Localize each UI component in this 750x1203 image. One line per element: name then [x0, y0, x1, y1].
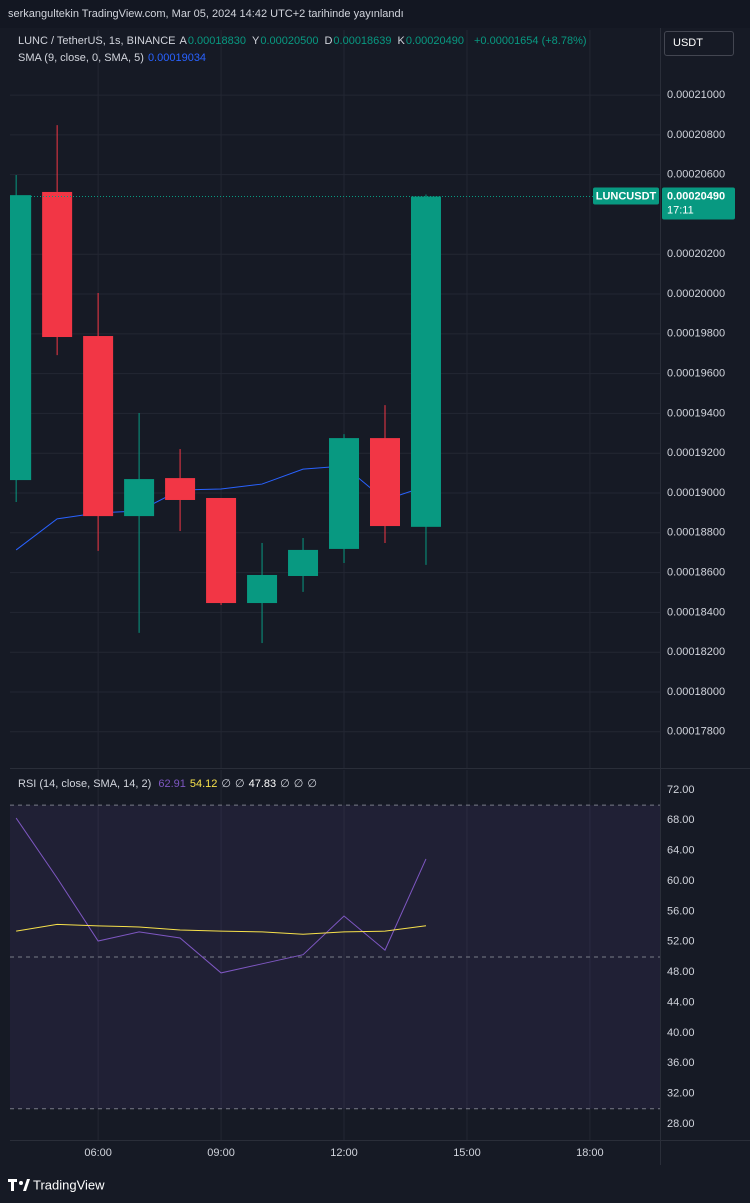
x-tick-label: 06:00: [84, 1147, 112, 1159]
symbol-label: LUNCUSDT: [596, 190, 657, 202]
ohlc-value: 0.00020500: [260, 35, 319, 47]
candle-body: [10, 195, 32, 481]
footer-logo: TradingView: [33, 1177, 105, 1192]
x-tick-label: 18:00: [576, 1147, 604, 1159]
currency-button[interactable]: USDT: [664, 31, 734, 56]
x-tick-label: 09:00: [207, 1147, 235, 1159]
y-tick-label: 60.00: [667, 875, 695, 887]
ohlc-key: A: [179, 35, 187, 47]
rsi-value: 62.91: [158, 778, 186, 790]
y-tick-label: 28.00: [667, 1118, 695, 1130]
countdown: 17:11: [667, 204, 694, 216]
rsi-line: [16, 923, 427, 935]
y-tick-label: 0.00018400: [667, 606, 725, 618]
y-tick-label: 0.00019800: [667, 328, 725, 340]
y-tick-label: 0.00020200: [667, 248, 725, 260]
y-tick-label: 0.00021000: [667, 89, 725, 101]
candle-body: [165, 478, 196, 500]
rsi-band: [10, 805, 660, 1109]
rsi-pane: [10, 770, 660, 1140]
y-tick-label: 0.00020000: [667, 288, 725, 300]
y-tick-label: 68.00: [667, 814, 695, 826]
price-label-bg: [662, 187, 735, 220]
y-tick-label: 0.00017800: [667, 726, 725, 738]
y-tick-label: 56.00: [667, 905, 695, 917]
y-tick-label: 0.00019600: [667, 368, 725, 380]
y-tick-label: 72.00: [667, 784, 695, 796]
price-pane: [10, 30, 660, 768]
sma-legend: SMA (9, close, 0, SMA, 5) 0.00019034: [18, 52, 210, 64]
y-tick-label: 0.00020800: [667, 129, 725, 141]
x-tick-label: 15:00: [453, 1147, 481, 1159]
y-tick-label: 0.00018000: [667, 686, 725, 698]
symbol-title: LUNC / TetherUS, 1s, BINANCE: [18, 35, 176, 47]
y-tick-label: 32.00: [667, 1088, 695, 1100]
y-tick-label: 0.00018600: [667, 567, 725, 579]
y-tick-label: 0.00018800: [667, 527, 725, 539]
y-tick-label: 0.00019000: [667, 487, 725, 499]
axes: 06:00 09:00 12:00 15:00 18:00 0.00021000 0.000…: [84, 89, 735, 1159]
rsi-title: RSI (14, close, SMA, 14, 2): [18, 778, 152, 790]
sma-value: 0.00019034: [147, 52, 207, 64]
y-tick-label: 44.00: [667, 996, 695, 1008]
logo-icon: [8, 1179, 30, 1191]
candle-body: [206, 497, 237, 604]
candle-body: [247, 574, 278, 604]
header-bar: [0, 0, 750, 28]
ohlc-key: Y: [251, 35, 260, 47]
y-tick-label: 40.00: [667, 1027, 695, 1039]
y-tick-label: 0.00020600: [667, 169, 725, 181]
rsi-value: ∅: [235, 778, 245, 790]
candle-body: [329, 438, 360, 549]
symbol-label-bg: [593, 187, 659, 205]
rsi-value: 54.12: [189, 778, 218, 790]
rsi-value: ∅: [221, 778, 231, 790]
candle-body: [370, 438, 400, 527]
candle-body: [83, 336, 114, 517]
y-tick-label: 0.00019400: [667, 407, 725, 419]
rsi-legend: RSI (14, close, SMA, 14, 2) 62.91 54.12 ∅ ∅…: [18, 777, 321, 790]
candle-body: [42, 191, 73, 338]
y-tick-label: 36.00: [667, 1057, 695, 1069]
rsi-value: ∅: [280, 778, 290, 790]
ohlc-value: 0.00018639: [333, 35, 392, 47]
rsi-value: 47.83: [248, 778, 277, 790]
ohlc-key: K: [397, 35, 405, 47]
rsi-line: [15, 817, 427, 974]
price-label: 0.00020490: [667, 190, 725, 202]
y-tick-label: 0.00019200: [667, 447, 725, 459]
x-tick-label: 12:00: [330, 1147, 358, 1159]
y-tick-label: 0.00018200: [667, 646, 725, 658]
rsi-value: ∅: [293, 778, 304, 790]
ohlc-key: D: [324, 35, 333, 47]
sma-title: SMA (9, close, 0, SMA, 5): [18, 52, 144, 64]
candle-body: [410, 196, 441, 527]
rsi-value: ∅: [307, 778, 317, 790]
candle-body: [124, 479, 155, 517]
publisher: serkangultekin TradingView.com, Mar 05, …: [8, 8, 404, 20]
change: +0.00001654 (+8.78%): [474, 35, 587, 47]
price-legend: LUNC / TetherUS, 1s, BINANCE A0.00018830 Y…: [18, 35, 591, 47]
candle-body: [288, 549, 319, 576]
y-tick-label: 64.00: [667, 845, 695, 857]
ohlc: A0.00018830 Y0.00020500 D0.00018639 K0.0002…: [180, 35, 470, 47]
y-tick-label: 52.00: [667, 936, 695, 948]
y-tick-label: 48.00: [667, 966, 695, 978]
ohlc-value: 0.00018830: [187, 35, 246, 47]
ohlc-value: 0.00020490: [405, 35, 464, 47]
